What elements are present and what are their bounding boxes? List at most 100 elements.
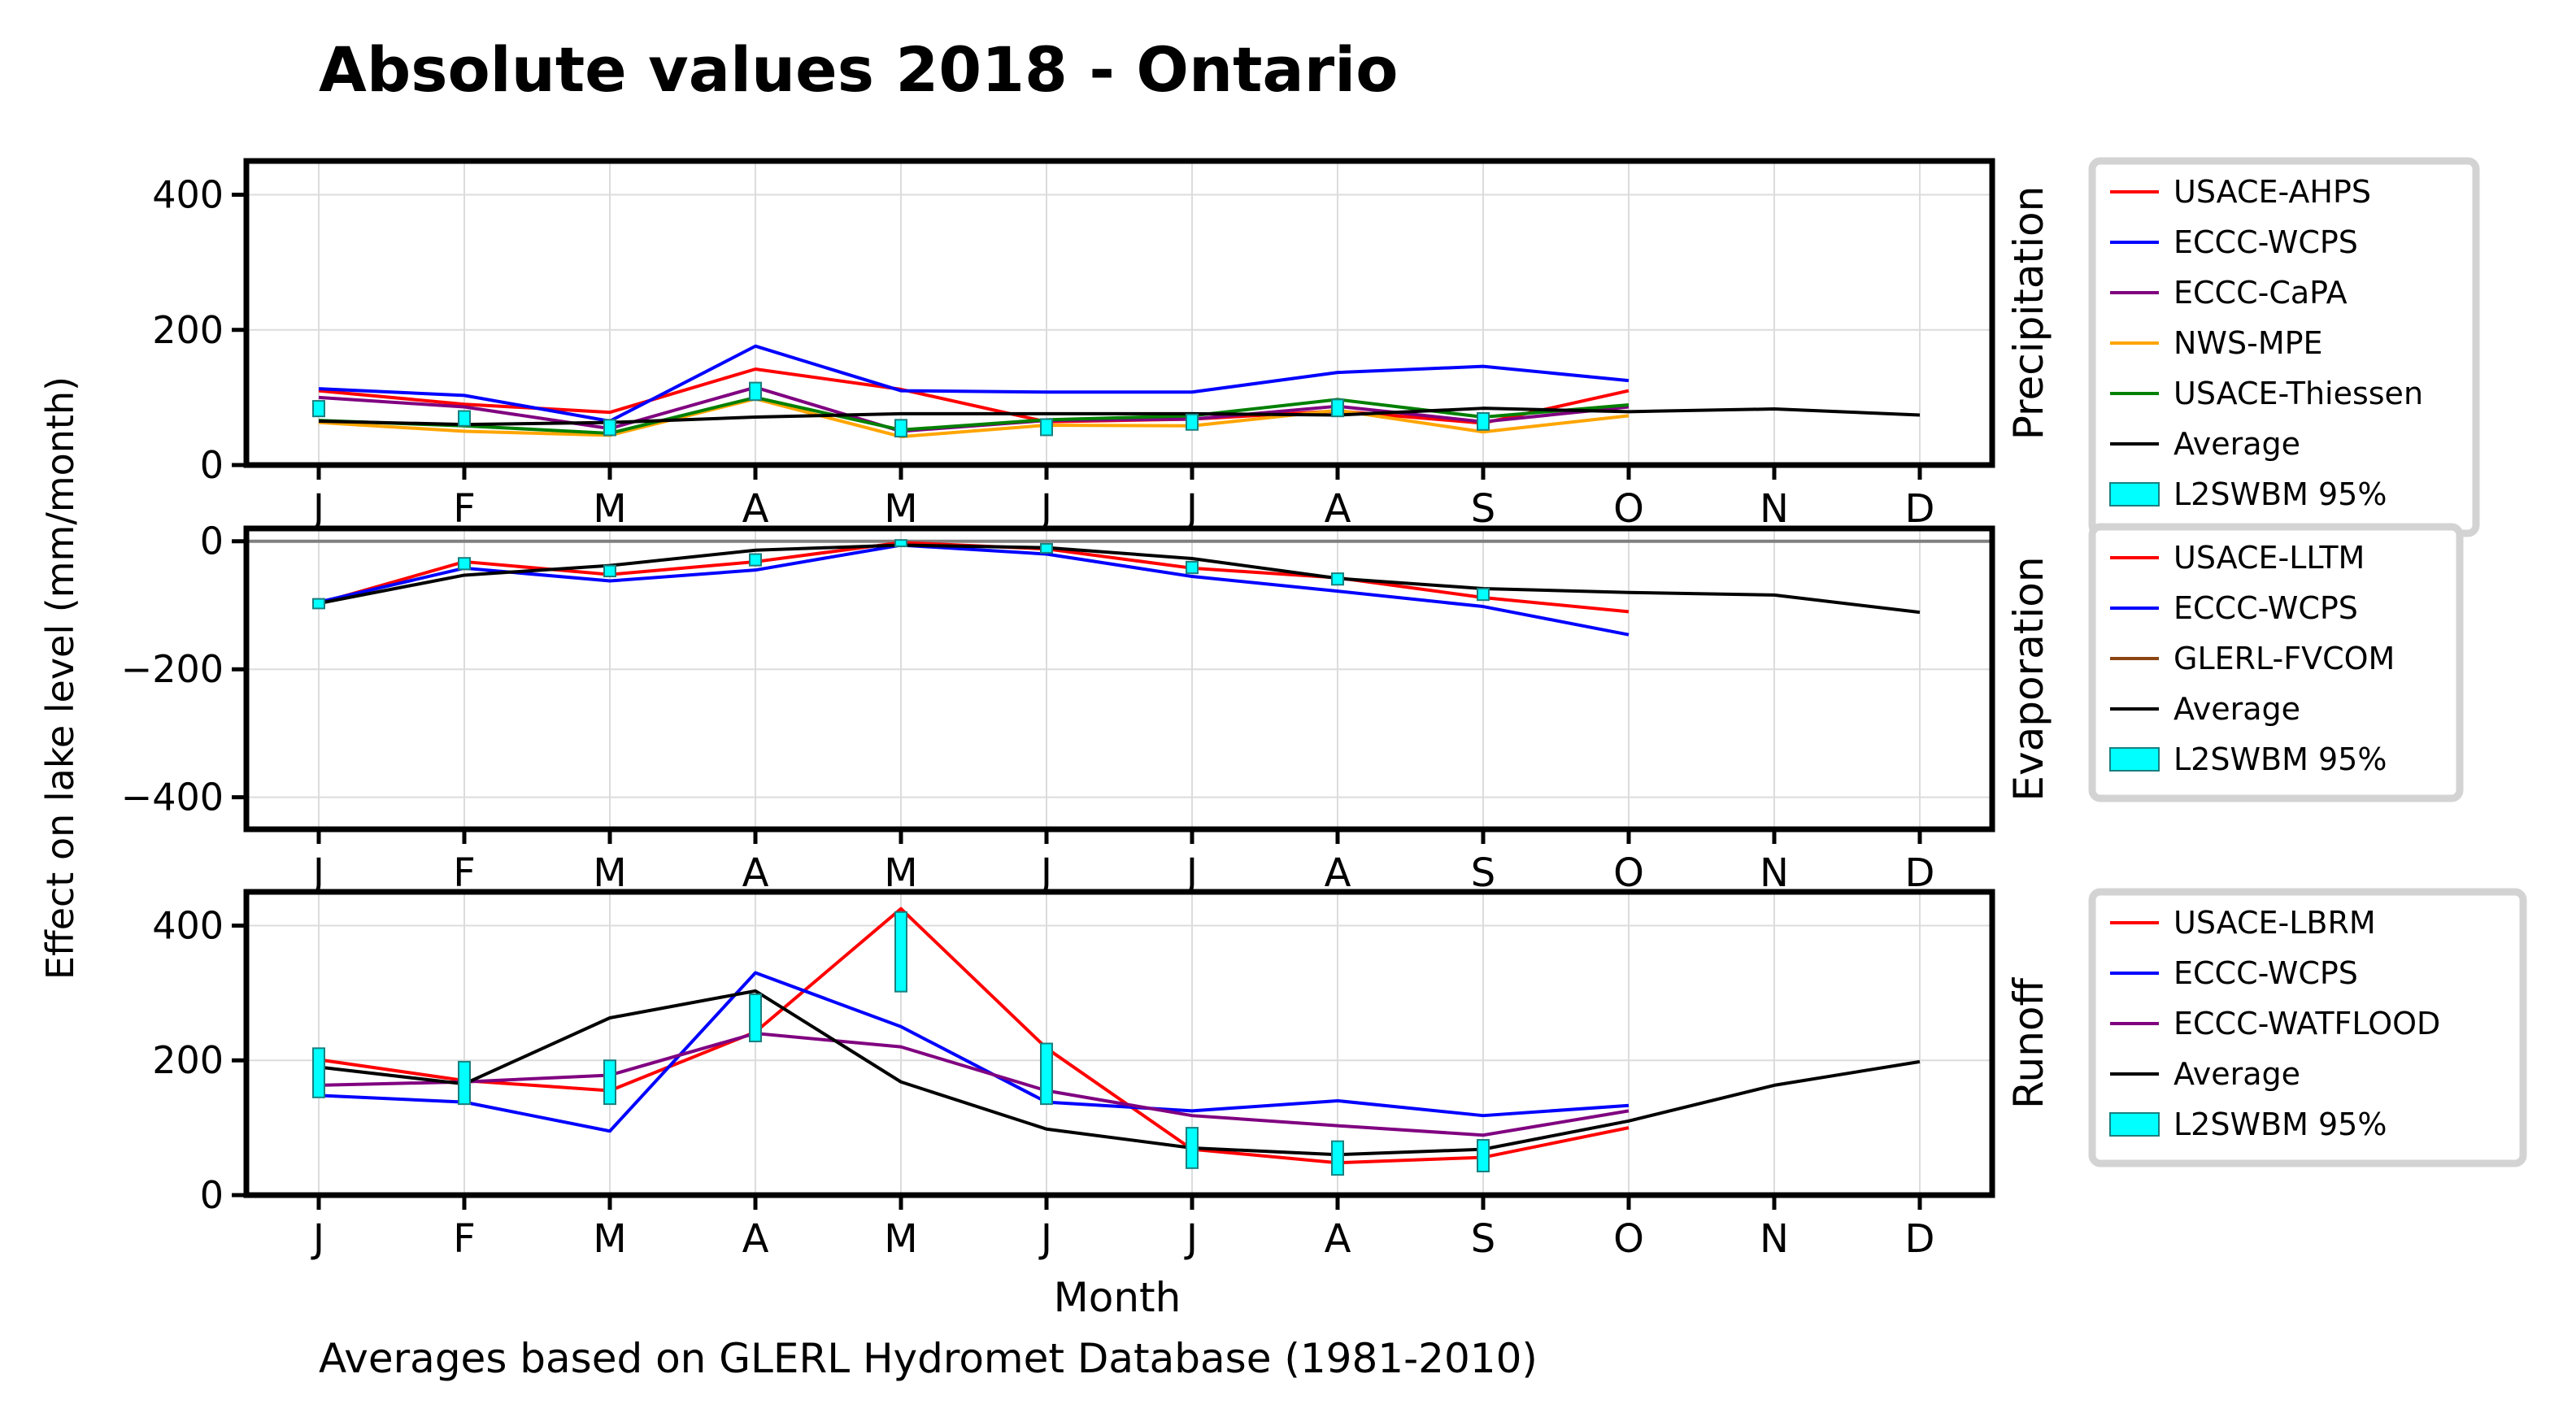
l2swbm-range-box [1331, 1140, 1344, 1176]
l2swbm-range-box [603, 564, 616, 578]
y-axis-label: Effect on lake level (mm/month) [38, 376, 82, 980]
panel-label: Runoff [2005, 976, 2052, 1108]
panel-evaporation: 0 −200 −400 J F M A M J J A S O N D Evaporation USACE-LL… [121, 520, 2464, 896]
x-tick-label: J [1038, 850, 1052, 896]
x-tick-label: M [593, 486, 626, 532]
l2swbm-range-box [312, 598, 325, 610]
x-tick-label: M [884, 486, 917, 532]
legend-label: NWS-MPE [2174, 325, 2323, 361]
series-line-eccc-wcps [318, 971, 1630, 1133]
x-tick-label: J [1184, 850, 1198, 896]
x-tick-label: M [593, 850, 626, 896]
l2swbm-range-box [1477, 1139, 1490, 1172]
x-tick-label: S [1471, 486, 1495, 532]
legend-label: ECCC-WCPS [2174, 224, 2358, 260]
l2swbm-range-box [749, 993, 762, 1043]
legend-box [2088, 523, 2464, 802]
x-tick-label: F [453, 850, 476, 896]
legend-label: USACE-LBRM [2174, 905, 2376, 941]
y-tick-label: 400 [152, 173, 224, 217]
y-tick-label: 400 [152, 903, 224, 947]
series-line-usace-lbrm [318, 906, 1630, 1165]
x-tick-label: A [742, 486, 769, 532]
legend-label: USACE-LLTM [2174, 540, 2365, 576]
series-line-eccc-wcps [318, 543, 1630, 637]
legend-label: L2SWBM 95% [2174, 741, 2387, 777]
l2swbm-range-box [1331, 398, 1344, 418]
x-tick-label: D [1905, 1216, 1935, 1262]
legend-label: ECCC-WCPS [2174, 955, 2358, 991]
legend-label: GLERL-FVCOM [2174, 641, 2395, 676]
footnote: Averages based on GLERL Hydromet Databas… [319, 1335, 1538, 1382]
l2swbm-range-box [749, 381, 762, 402]
x-tick-label: O [1613, 1216, 1644, 1262]
x-tick-label: A [742, 850, 769, 896]
l2swbm-range-box [894, 539, 907, 548]
l2swbm-range-box [458, 1060, 471, 1106]
legend-label: L2SWBM 95% [2174, 1106, 2387, 1142]
x-axis-label: Month [1054, 1274, 1181, 1321]
x-tick-label: S [1471, 850, 1495, 896]
legend-swatch [2109, 1112, 2160, 1137]
l2swbm-range-box [1477, 412, 1490, 431]
panel-frame [243, 889, 1995, 1198]
l2swbm-range-box [1186, 413, 1199, 431]
l2swbm-range-box [1477, 588, 1490, 602]
series-line-nws-mpe [318, 397, 1630, 439]
legend-swatch [2109, 747, 2160, 772]
x-tick-label: A [1325, 1216, 1351, 1262]
x-tick-label: O [1613, 486, 1644, 532]
series-line-average [318, 989, 1921, 1157]
legend-label: ECCC-WATFLOOD [2174, 1006, 2440, 1041]
panel-label: Precipitation [2005, 186, 2052, 441]
x-tick-label: N [1760, 850, 1789, 896]
l2swbm-range-box [894, 419, 907, 438]
l2swbm-range-box [894, 911, 907, 993]
panel-frame [243, 158, 1995, 468]
x-tick-label: N [1760, 1216, 1789, 1262]
legend-label: Average [2174, 691, 2300, 727]
series-line-eccc-wcps [318, 344, 1630, 423]
x-tick-label: M [884, 1216, 917, 1262]
x-tick-label: A [1325, 850, 1351, 896]
l2swbm-range-box [312, 1047, 325, 1098]
legend-box [2088, 888, 2527, 1167]
l2swbm-range-box [1040, 418, 1053, 437]
l2swbm-range-box [603, 1059, 616, 1106]
x-tick-label: J [1184, 1216, 1198, 1262]
x-tick-label: O [1613, 850, 1644, 896]
legend-label: USACE-Thiessen [2174, 376, 2423, 411]
l2swbm-range-box [312, 400, 325, 418]
x-tick-label: J [311, 486, 324, 532]
x-tick-label: D [1905, 850, 1935, 896]
x-tick-label: D [1905, 486, 1935, 532]
y-tick-label: −400 [121, 776, 224, 820]
legend-label: Average [2174, 1056, 2300, 1092]
x-tick-label: M [593, 1216, 626, 1262]
y-tick-label: −200 [121, 647, 224, 691]
x-tick-label: J [311, 850, 324, 896]
x-tick-label: F [453, 486, 476, 532]
x-tick-label: A [1325, 486, 1351, 532]
x-tick-label: J [1038, 486, 1052, 532]
legend-label: ECCC-CaPA [2174, 275, 2348, 311]
l2swbm-range-box [1186, 560, 1199, 575]
l2swbm-range-box [603, 419, 616, 437]
chart-title: Absolute values 2018 - Ontario [319, 33, 1398, 106]
series-line-average [318, 407, 1921, 427]
panel-runoff: 0 200 400 J F M A M J J A S O N D Runoff USACE-LBRM ECCC-… [152, 888, 2527, 1262]
y-tick-label: 200 [152, 1038, 224, 1082]
legend-label: ECCC-WCPS [2174, 590, 2358, 626]
l2swbm-range-box [1331, 572, 1344, 586]
y-tick-label: 0 [200, 1173, 224, 1217]
l2swbm-range-box [1040, 1042, 1053, 1106]
l2swbm-range-box [458, 410, 471, 427]
y-tick-label: 200 [152, 308, 224, 352]
legend-label: Average [2174, 426, 2300, 462]
y-tick-label: 0 [200, 443, 224, 487]
series-line-usace-thiessen [318, 395, 1630, 435]
panel-precipitation: 0 200 400 J F M A M J J A S O N D Precipitation USACE-AH… [152, 157, 2480, 537]
x-tick-label: S [1471, 1216, 1495, 1262]
legend-swatch [2109, 482, 2160, 507]
